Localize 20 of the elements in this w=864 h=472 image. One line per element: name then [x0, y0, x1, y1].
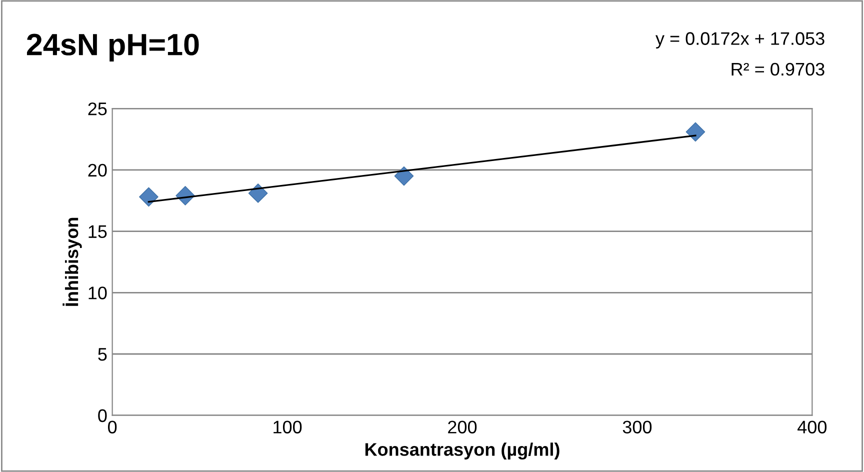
y-tick-label: 10 [88, 286, 107, 300]
point [248, 184, 268, 203]
x-tick-label: 200 [448, 420, 477, 434]
x-axis-title: Konsantrasyon (µg/ml) [365, 442, 560, 460]
x-tick-label: 300 [622, 420, 652, 434]
x-tick-label: 0 [108, 420, 117, 434]
point [686, 122, 706, 142]
y-axis-title: İnhibisyon [62, 218, 82, 306]
x-tick-label: 400 [798, 420, 827, 434]
text: R² = 0.9703 [732, 62, 824, 76]
y-tick-label: 25 [88, 102, 107, 116]
y-tick-label: 0 [98, 409, 107, 422]
y-tick-label: 5 [98, 348, 107, 361]
chart-title: 24sN pH=10 [26, 34, 199, 62]
text: y = 0.0172x + 17.053 [656, 32, 824, 49]
y-tick-label: 15 [88, 225, 107, 238]
x-tick-label: 100 [274, 420, 302, 434]
y-tick-label: 20 [88, 164, 107, 177]
point [139, 187, 158, 207]
point [394, 166, 414, 186]
